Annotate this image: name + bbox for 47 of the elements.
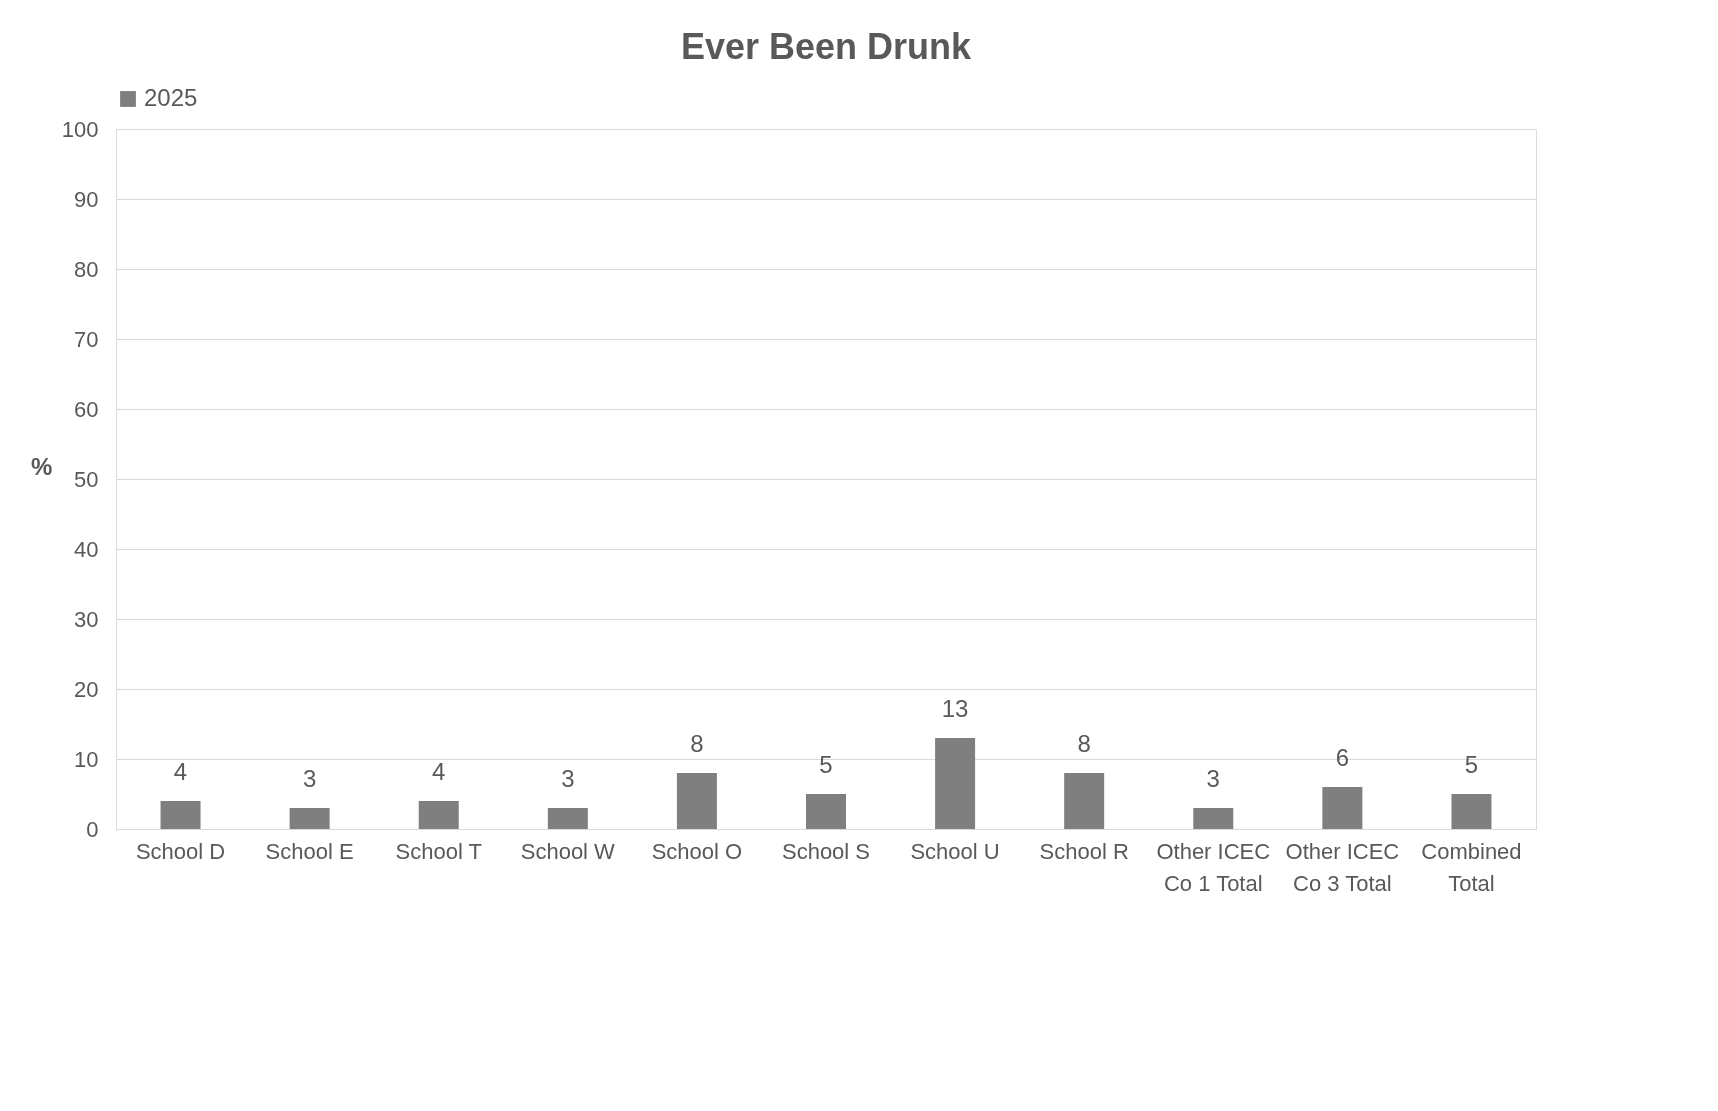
x-tick-label: School T	[395, 838, 482, 864]
y-tick-label: 100	[61, 116, 99, 142]
y-tick-label: 20	[74, 676, 99, 702]
bar	[1064, 773, 1105, 829]
chart-title: Ever Been Drunk	[680, 26, 973, 67]
legend-label: 2025	[144, 84, 198, 111]
bar	[547, 808, 588, 829]
y-axis-title: %	[31, 452, 53, 480]
bar	[289, 808, 330, 829]
bar	[160, 801, 201, 829]
y-tick-label: 0	[86, 816, 99, 842]
data-label: 8	[1077, 730, 1091, 757]
y-tick-label: 90	[74, 186, 99, 212]
data-label: 8	[690, 730, 704, 757]
data-label: 3	[1206, 765, 1220, 792]
x-tick-label: School S	[781, 838, 871, 864]
y-tick-label: 10	[74, 746, 99, 772]
data-label: 4	[432, 758, 446, 785]
x-tick-label: School R	[1039, 838, 1129, 864]
bar	[1451, 794, 1492, 829]
x-tick-label: School W	[520, 838, 616, 864]
x-tick-label: Combined Total	[1421, 838, 1522, 896]
data-label: 5	[1464, 751, 1479, 778]
data-label: 3	[302, 765, 317, 792]
bar	[1193, 808, 1234, 829]
y-tick-label: 50	[74, 466, 99, 492]
data-label: 5	[819, 751, 833, 778]
data-label: 13	[941, 695, 969, 722]
x-tick-label: School U	[910, 838, 1000, 864]
y-tick-label: 40	[74, 536, 99, 562]
bar	[418, 801, 459, 829]
bar	[935, 738, 976, 829]
x-tick-label: School E	[265, 838, 354, 864]
y-tick-label: 80	[74, 256, 99, 282]
bar	[676, 773, 717, 829]
data-label: 3	[561, 765, 575, 792]
y-tick-label: 60	[74, 396, 99, 422]
bar	[806, 794, 846, 829]
y-tick-label: 30	[74, 606, 99, 632]
y-tick-label: 70	[74, 326, 99, 352]
bar	[1322, 787, 1363, 829]
x-tick-label: School D	[135, 838, 226, 864]
x-tick-label: Other ICEC Co 1 Total	[1156, 838, 1271, 896]
data-label: 4	[173, 758, 188, 785]
data-label: 6	[1335, 744, 1350, 771]
x-tick-label: Other ICEC Co 3 Total	[1285, 838, 1400, 896]
x-tick-label: School O	[651, 838, 743, 864]
